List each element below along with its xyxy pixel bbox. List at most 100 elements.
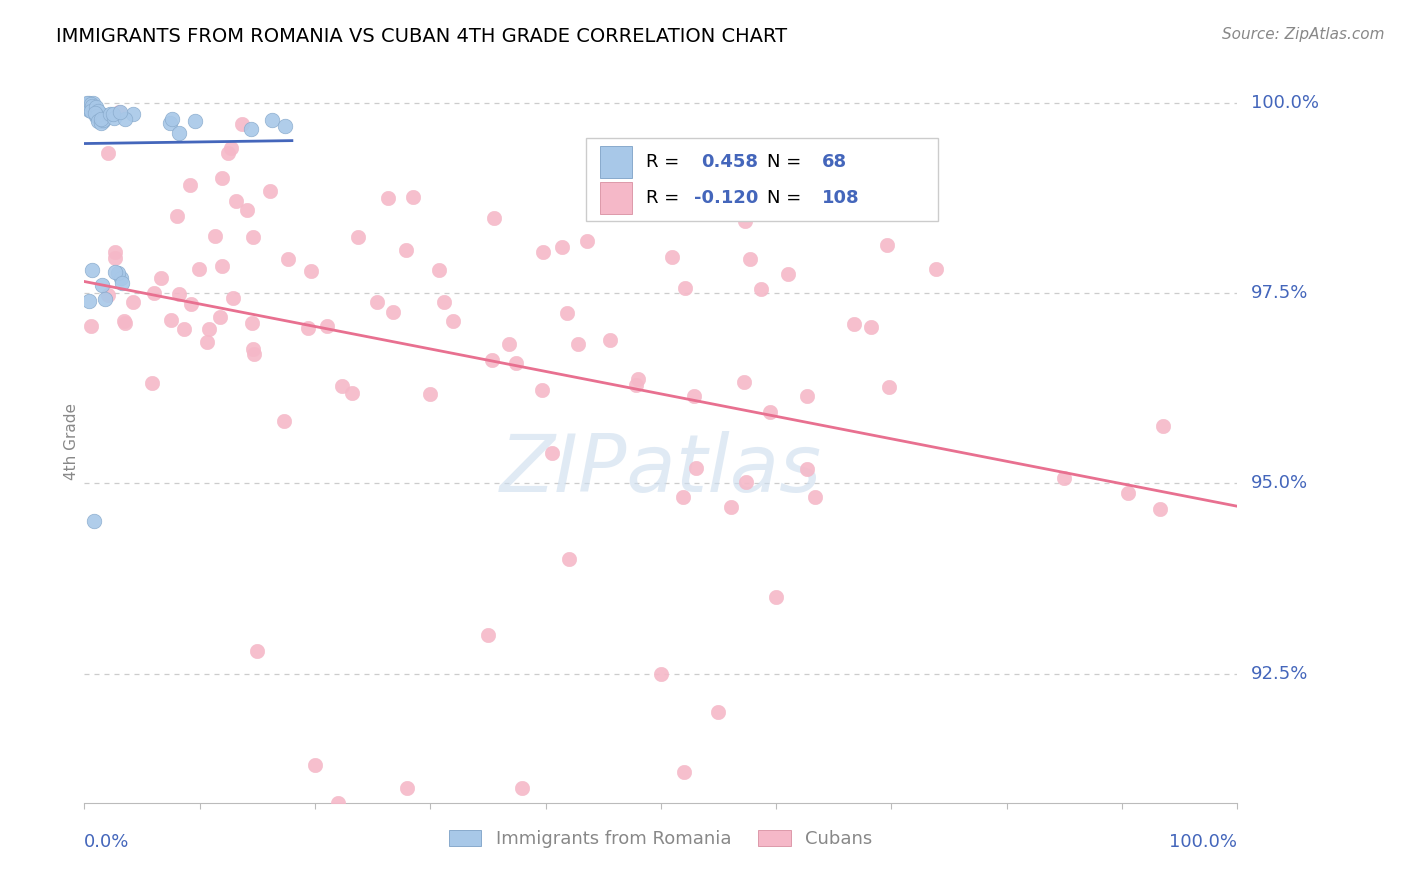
Point xyxy=(108,105,131,120)
Point xyxy=(860,319,883,334)
Point xyxy=(150,271,173,285)
Point xyxy=(86,109,108,123)
Point xyxy=(222,291,245,305)
Point xyxy=(550,240,572,254)
Point xyxy=(219,141,242,155)
Point xyxy=(141,376,163,390)
Text: 0.458: 0.458 xyxy=(702,153,758,171)
Point xyxy=(76,96,98,111)
Point xyxy=(76,96,98,111)
Point xyxy=(299,264,322,278)
Point xyxy=(347,230,370,244)
Point xyxy=(531,245,554,260)
Point xyxy=(477,628,499,642)
Text: 97.5%: 97.5% xyxy=(1251,285,1309,302)
Point xyxy=(627,372,650,386)
Point xyxy=(243,347,266,361)
Point xyxy=(1152,419,1174,434)
Point xyxy=(82,100,104,114)
Point xyxy=(112,314,135,328)
Point xyxy=(91,114,114,128)
Point xyxy=(173,322,195,336)
Point xyxy=(796,389,818,403)
Point xyxy=(104,265,127,279)
Point xyxy=(626,377,648,392)
Point xyxy=(83,106,105,120)
Point xyxy=(198,322,221,336)
Point xyxy=(441,314,464,328)
Point xyxy=(740,252,762,266)
Point xyxy=(80,319,103,334)
Point xyxy=(396,780,419,795)
Point xyxy=(121,107,143,121)
Point xyxy=(273,414,295,428)
Point xyxy=(90,277,112,292)
Point xyxy=(187,262,209,277)
Point xyxy=(765,591,787,605)
Point xyxy=(76,98,98,112)
Text: 95.0%: 95.0% xyxy=(1251,475,1309,492)
Point xyxy=(555,306,578,320)
Point xyxy=(316,319,339,334)
Point xyxy=(121,294,143,309)
Text: 0.0%: 0.0% xyxy=(84,833,129,851)
Point xyxy=(402,190,425,204)
Point xyxy=(211,170,233,185)
Point xyxy=(103,111,125,125)
Text: Source: ZipAtlas.com: Source: ZipAtlas.com xyxy=(1222,27,1385,42)
Point xyxy=(77,103,100,118)
Point xyxy=(225,194,247,208)
Point xyxy=(925,261,948,276)
Point xyxy=(236,202,259,217)
Point xyxy=(576,234,599,248)
Point xyxy=(240,122,263,136)
Point xyxy=(90,116,112,130)
Point xyxy=(394,243,416,257)
Point xyxy=(530,383,553,397)
Point xyxy=(91,112,114,127)
Point xyxy=(75,99,97,113)
Point xyxy=(96,288,118,302)
Point xyxy=(77,293,100,308)
Point xyxy=(330,379,353,393)
Point xyxy=(82,262,104,277)
FancyBboxPatch shape xyxy=(600,182,633,214)
Point xyxy=(167,287,190,301)
Text: N =: N = xyxy=(766,153,807,171)
Point xyxy=(103,251,125,265)
Point xyxy=(274,120,297,134)
Point xyxy=(167,126,190,140)
Point xyxy=(733,375,755,389)
Point xyxy=(80,96,103,111)
Point xyxy=(160,112,183,127)
Text: 100.0%: 100.0% xyxy=(1251,94,1319,112)
Point xyxy=(87,103,110,118)
Point xyxy=(512,780,534,795)
Point xyxy=(76,97,98,112)
Point xyxy=(159,116,181,130)
Point xyxy=(90,112,112,127)
Point xyxy=(111,277,134,291)
Point xyxy=(381,305,404,319)
Point xyxy=(683,389,706,403)
Point xyxy=(82,96,104,111)
Text: R =: R = xyxy=(645,153,685,171)
Point xyxy=(557,552,579,566)
Point xyxy=(83,515,105,529)
Point xyxy=(84,100,107,114)
Legend: Immigrants from Romania, Cubans: Immigrants from Romania, Cubans xyxy=(449,830,873,848)
Point xyxy=(76,97,98,112)
Text: IMMIGRANTS FROM ROMANIA VS CUBAN 4TH GRADE CORRELATION CHART: IMMIGRANTS FROM ROMANIA VS CUBAN 4TH GRA… xyxy=(56,27,787,45)
Point xyxy=(796,462,818,476)
Point xyxy=(97,146,120,161)
Text: 92.5%: 92.5% xyxy=(1251,665,1309,682)
Point xyxy=(1149,501,1171,516)
Point xyxy=(342,386,364,401)
Point xyxy=(419,386,441,401)
Point xyxy=(104,244,127,259)
Point xyxy=(240,316,263,330)
Point xyxy=(76,98,98,112)
Point xyxy=(77,99,100,113)
Point xyxy=(114,317,136,331)
Point xyxy=(76,96,98,111)
